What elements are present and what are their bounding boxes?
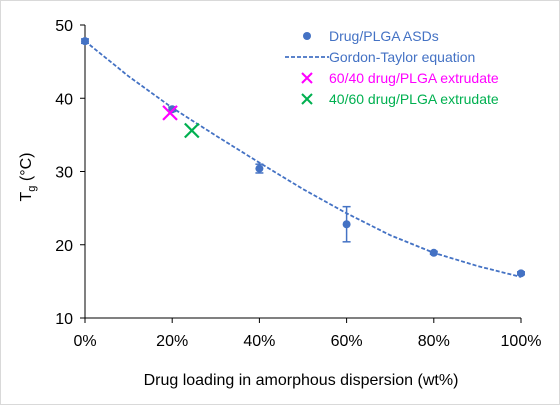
legend: Drug/PLGA ASDs Gordon-Taylor equation 60/4…	[285, 28, 499, 107]
y-axis-label: Tg (°C)	[18, 153, 38, 202]
extrudate-40-60-marker-stroke-b	[184, 122, 200, 139]
y-tick-label: 30	[55, 165, 73, 182]
axes	[84, 25, 521, 319]
x-tick-label: 60%	[331, 333, 363, 350]
extrudate-60-40-marker-stroke-b	[162, 105, 178, 121]
x-tick-label: 100%	[501, 333, 542, 350]
legend-entry-label: 60/40 drug/PLGA extrudate	[329, 70, 499, 86]
plot-area	[81, 37, 525, 278]
y-tick-label: 50	[55, 18, 73, 35]
x-axis-label: Drug loading in amorphous dispersion (wt…	[144, 372, 459, 389]
asd-data-point	[342, 220, 351, 229]
x-tick-label: 40%	[243, 333, 275, 350]
x-axis-ticks: 0% 20% 40% 60% 80% 100%	[73, 318, 541, 350]
legend-swatch-point	[303, 32, 311, 40]
legend-swatch-x-stroke-b	[301, 93, 313, 105]
gordon-taylor-line	[84, 40, 522, 278]
y-axis-ticks: 10 20 30 40 50	[55, 18, 85, 328]
asd-data-point	[517, 269, 525, 278]
y-axis-label-main: T	[18, 191, 35, 201]
y-tick-label: 20	[55, 238, 73, 255]
asd-data-point	[255, 164, 264, 173]
legend-swatch-x-stroke-b	[301, 72, 313, 84]
x-tick-label: 80%	[418, 333, 450, 350]
asd-data-point	[81, 37, 89, 46]
y-axis-label-subscript: g	[26, 186, 38, 192]
legend-entry-label: 40/60 drug/PLGA extrudate	[329, 91, 499, 107]
y-tick-label: 10	[55, 311, 73, 328]
y-tick-label: 40	[55, 91, 73, 108]
legend-entry-label: Gordon-Taylor equation	[329, 49, 475, 65]
y-axis-label-unit: (°C)	[18, 153, 35, 186]
asd-data-point	[429, 248, 438, 257]
legend-entry-label: Drug/PLGA ASDs	[329, 28, 439, 44]
x-tick-label: 20%	[156, 333, 188, 350]
x-tick-label: 0%	[73, 333, 96, 350]
